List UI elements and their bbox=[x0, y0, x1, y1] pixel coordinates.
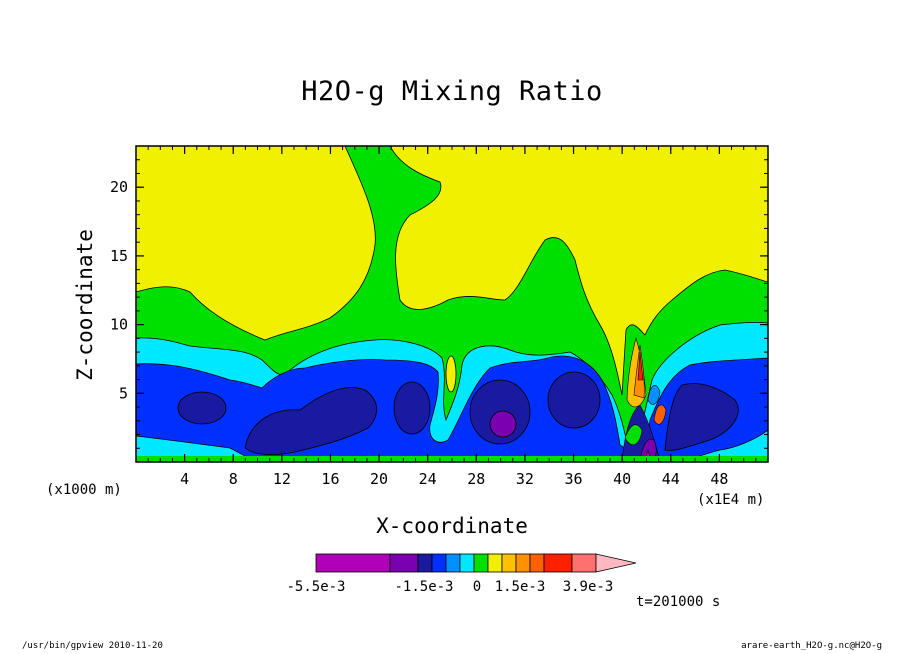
x-tick-label: 36 bbox=[565, 470, 583, 488]
x-tick-label: 20 bbox=[370, 470, 388, 488]
x-tick-label: 4 bbox=[180, 470, 189, 488]
colorbar-swatch bbox=[571, 553, 597, 573]
contour-fills bbox=[136, 146, 768, 462]
colorbar-swatch bbox=[515, 553, 531, 573]
footer-command: /usr/bin/gpview 2010-11-20 bbox=[22, 641, 163, 651]
colorbar: -5.5e-3 -1.5e-3 0 1.5e-3 3.9e-3 bbox=[286, 553, 637, 595]
colorbar-swatch bbox=[459, 553, 475, 573]
x-tick-label: 24 bbox=[419, 470, 437, 488]
colorbar-label: 0 bbox=[473, 579, 481, 595]
x-tick-label: 28 bbox=[467, 470, 485, 488]
colorbar-swatch bbox=[529, 553, 545, 573]
contour-navy bbox=[244, 387, 378, 456]
y-tick-label: 10 bbox=[110, 316, 128, 334]
y-tick-label: 15 bbox=[110, 247, 128, 265]
x-axis-label: X-coordinate bbox=[376, 514, 528, 538]
x-tick-label: 32 bbox=[516, 470, 534, 488]
chart-title: H2O-g Mixing Ratio bbox=[301, 76, 603, 107]
colorbar-swatch bbox=[445, 553, 461, 573]
contour-navy bbox=[664, 383, 739, 451]
contour-navy bbox=[393, 381, 431, 435]
x-tick-label: 48 bbox=[710, 470, 728, 488]
x-tick-label: 16 bbox=[321, 470, 339, 488]
x-scale-note: (x1E4 m) bbox=[697, 492, 765, 508]
x-tick-label: 40 bbox=[613, 470, 631, 488]
colorbar-label: -1.5e-3 bbox=[394, 579, 453, 595]
colorbar-label: -5.5e-3 bbox=[286, 579, 345, 595]
colorbar-label: 3.9e-3 bbox=[563, 579, 614, 595]
contour-yellow-lens bbox=[445, 355, 457, 393]
colorbar-swatch bbox=[473, 553, 489, 573]
y-axis-label: Z-coordinate bbox=[73, 229, 97, 381]
colorbar-swatch bbox=[487, 553, 503, 573]
contour-navy bbox=[547, 371, 601, 429]
colorbar-swatch bbox=[417, 553, 433, 573]
colorbar-swatch bbox=[543, 553, 573, 573]
x-tick-label: 44 bbox=[662, 470, 680, 488]
colorbar-swatch bbox=[431, 553, 447, 573]
colorbar-swatch bbox=[315, 553, 391, 573]
colorbar-swatch bbox=[389, 553, 419, 573]
x-tick-label: 8 bbox=[229, 470, 238, 488]
colorbar-swatch bbox=[501, 553, 517, 573]
contour-purple bbox=[489, 410, 517, 438]
contour-navy bbox=[177, 391, 227, 425]
colorbar-label: 1.5e-3 bbox=[495, 579, 546, 595]
turbulent-region bbox=[621, 336, 667, 462]
x-tick-label: 12 bbox=[273, 470, 291, 488]
time-label: t=201000 s bbox=[636, 594, 721, 610]
colorbar-arrow bbox=[595, 553, 637, 573]
y-tick-label: 20 bbox=[110, 178, 128, 196]
x-unit-note: (x1000 m) bbox=[46, 482, 122, 498]
footer-source: arare-earth_H2O-g.nc@H2O-g bbox=[741, 641, 882, 651]
y-tick-label: 5 bbox=[119, 384, 128, 402]
